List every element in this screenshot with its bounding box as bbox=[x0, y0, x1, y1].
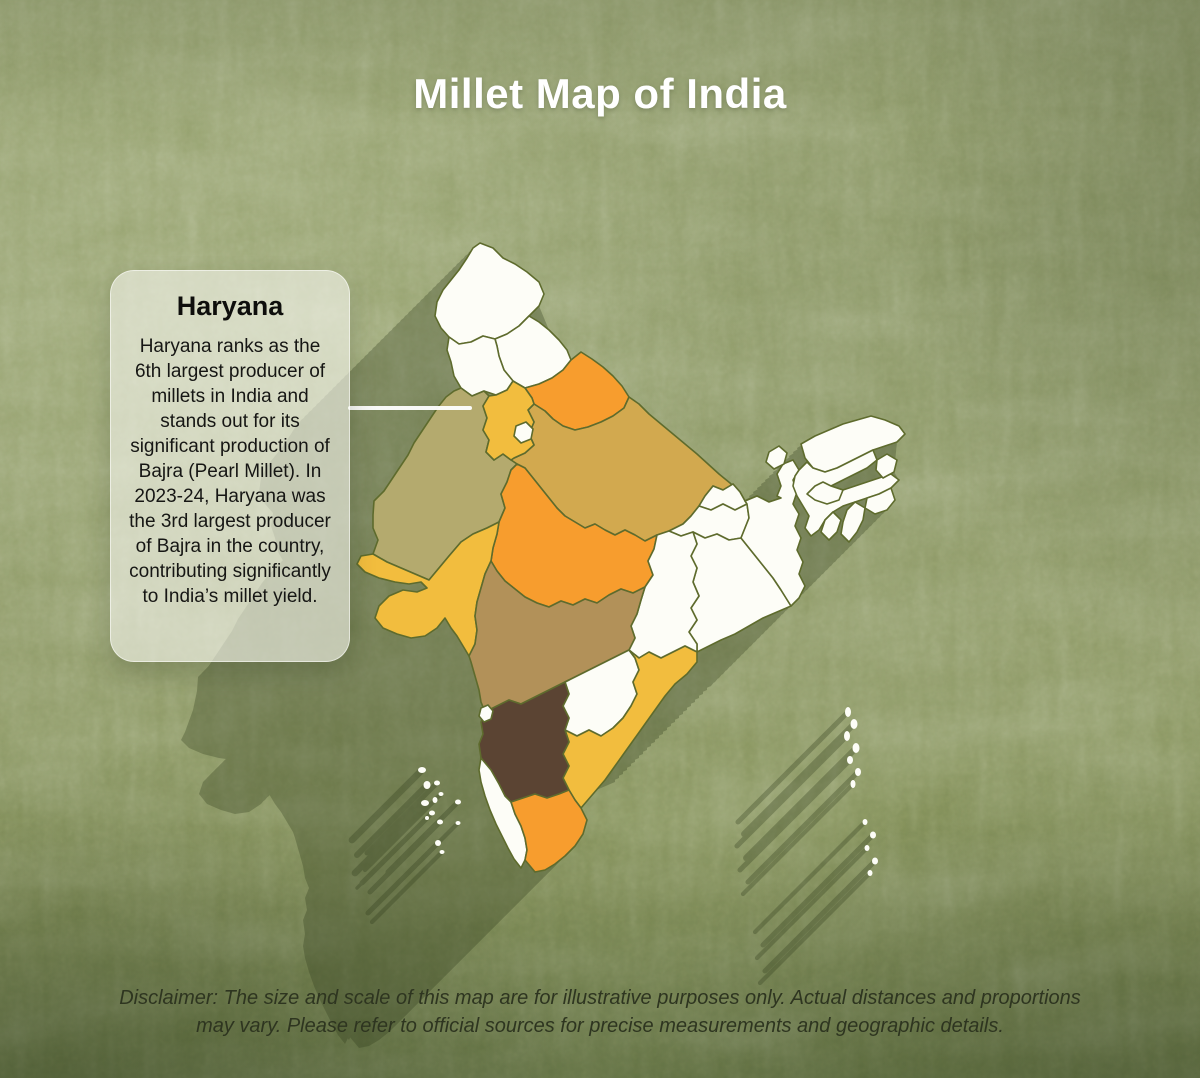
tooltip-state-title: Haryana bbox=[176, 291, 284, 321]
india-map bbox=[181, 238, 908, 1048]
page-title: Millet Map of India bbox=[413, 70, 787, 117]
state-tooltip: Haryana Haryana ranks as the 6th largest… bbox=[110, 270, 350, 662]
state-delhi[interactable] bbox=[514, 422, 533, 443]
state-sikkim[interactable] bbox=[766, 446, 787, 469]
state-kerala[interactable] bbox=[479, 758, 527, 868]
tooltip-body-text: Haryana ranks as the 6th largest produce… bbox=[129, 336, 331, 607]
state-manipur[interactable] bbox=[865, 488, 895, 514]
islands-andaman[interactable] bbox=[844, 707, 861, 788]
disclaimer-text: Disclaimer: The size and scale of this m… bbox=[119, 987, 1081, 1037]
state-mizoram[interactable] bbox=[841, 502, 865, 542]
islands-nicobar[interactable] bbox=[862, 819, 879, 876]
state-tamil-nadu[interactable] bbox=[511, 790, 587, 872]
tooltip-connector-line bbox=[348, 406, 472, 410]
state-nagaland[interactable] bbox=[876, 454, 897, 478]
state-meghalaya[interactable] bbox=[807, 482, 843, 504]
state-shapes bbox=[357, 243, 905, 872]
islands-lakshadweep[interactable] bbox=[418, 767, 461, 854]
state-west-bengal[interactable] bbox=[741, 460, 805, 606]
state-goa[interactable] bbox=[479, 705, 493, 722]
island-shadow-streaks bbox=[348, 709, 878, 986]
island-shapes bbox=[418, 707, 878, 876]
state-tripura[interactable] bbox=[821, 512, 841, 540]
